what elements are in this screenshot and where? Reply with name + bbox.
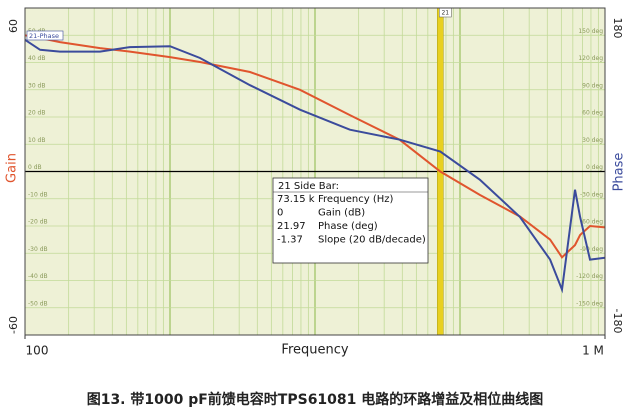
readout-value: 21.97 bbox=[277, 221, 306, 232]
readout-value: 0 bbox=[277, 208, 283, 219]
y2-tick-label: 120 deg bbox=[578, 55, 603, 62]
series-line bbox=[24, 38, 606, 294]
y2-tick-label: -30 deg bbox=[580, 191, 603, 198]
y-tick-label: 30 dB bbox=[28, 82, 45, 89]
readout-value: 73.15 k bbox=[277, 194, 315, 205]
y-tick-label: 0 dB bbox=[28, 164, 42, 171]
marker-label: 21 bbox=[441, 10, 449, 17]
y-tick-label: -50 dB bbox=[28, 300, 48, 307]
x-tick-label: 1 M bbox=[582, 344, 604, 358]
y-axis-title: Gain bbox=[5, 153, 20, 183]
readout-value: -1.37 bbox=[277, 235, 303, 246]
readout: 21 Side Bar: 73.15 k Frequency (Hz) 0 Gain (… bbox=[272, 177, 429, 264]
y2-tick-label: -60 deg bbox=[580, 219, 603, 226]
x-axis-title: Frequency bbox=[281, 343, 348, 358]
y2-tick-label: -180 bbox=[611, 309, 624, 334]
y-tick-label: -30 dB bbox=[28, 246, 48, 253]
y-tick-label: 60 bbox=[7, 19, 20, 33]
y2-axis-title: Phase bbox=[612, 153, 627, 192]
y-tick-label: -20 dB bbox=[28, 219, 48, 226]
y2-tick-label: -90 deg bbox=[580, 246, 603, 253]
y2-tick-label: -120 deg bbox=[576, 273, 603, 280]
legend-box bbox=[26, 30, 64, 41]
y2-tick-label: 90 deg bbox=[582, 82, 603, 89]
plot-frame bbox=[24, 7, 606, 336]
readout-title: 21 Side Bar: bbox=[278, 181, 339, 192]
legend-label: 21-Phase bbox=[29, 32, 59, 40]
readout-field: Slope (20 dB/decade) bbox=[318, 235, 426, 246]
readout-field: Gain (dB) bbox=[318, 208, 365, 219]
y-tick-label: 40 dB bbox=[28, 55, 45, 62]
y-tick-label: 10 dB bbox=[28, 137, 45, 144]
y-tick-label: -10 dB bbox=[28, 191, 48, 198]
readout-field: Phase (deg) bbox=[318, 221, 378, 232]
y-tick-label: -60 bbox=[7, 316, 20, 334]
y-tick-label: 20 dB bbox=[28, 110, 45, 117]
caption: 图13. 带1000 pF前馈电容时TPS61081 电路的环路增益及相位曲线图 bbox=[87, 391, 544, 408]
y2-tick-label: 30 deg bbox=[582, 137, 603, 144]
y2-tick-label: -150 deg bbox=[576, 300, 603, 307]
series-line bbox=[24, 34, 606, 259]
y2-tick-label: 0 deg bbox=[586, 164, 603, 171]
x-tick-label: 100 bbox=[26, 344, 49, 358]
y2-tick-label: 60 deg bbox=[582, 110, 603, 117]
readout-field: Frequency (Hz) bbox=[318, 194, 394, 205]
y-tick-label: -40 dB bbox=[28, 273, 48, 280]
y2-tick-label: 150 deg bbox=[578, 28, 603, 35]
y2-tick-label: 180 bbox=[611, 18, 624, 39]
